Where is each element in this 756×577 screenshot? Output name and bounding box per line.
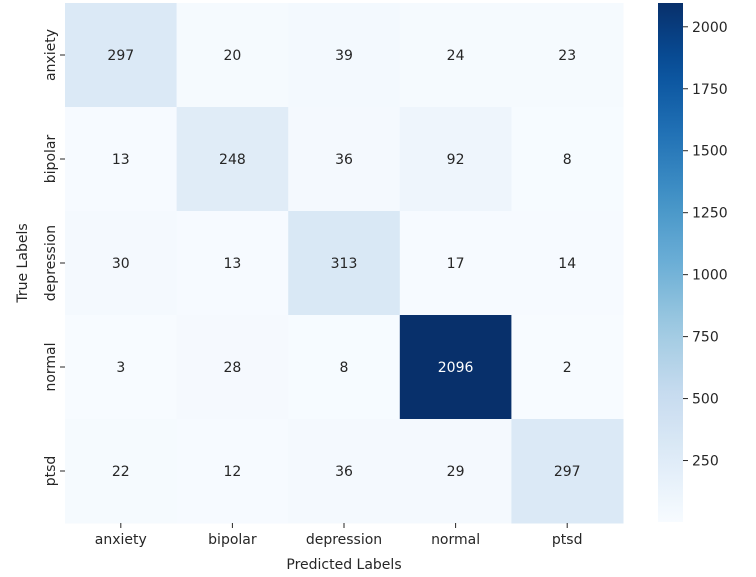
heatmap-cell [511, 107, 624, 212]
heatmap-cell [399, 3, 512, 108]
heatmap-cell [399, 211, 512, 316]
cell-value-label: 14 [558, 256, 576, 272]
heatmap-cell [511, 211, 624, 316]
cell-value-label: 12 [223, 464, 241, 480]
colorbar-tick-label: 1500 [692, 144, 728, 160]
heatmap-cell [176, 315, 289, 420]
heatmap-cell [288, 419, 401, 524]
cell-value-label: 2 [563, 360, 572, 376]
x-tick-label: anxiety [95, 532, 147, 548]
x-tick-label: depression [306, 532, 382, 548]
cell-value-label: 17 [447, 256, 465, 272]
heatmap-cell [399, 419, 512, 524]
colorbar-tick-label: 500 [692, 392, 719, 408]
cell-value-label: 20 [223, 48, 241, 64]
cell-value-label: 24 [447, 48, 465, 64]
heatmap-cell [176, 107, 289, 212]
colorbar: 250 500 750 1000 1250 1500 1750 2000 [658, 3, 728, 522]
colorbar-tick-label: 1250 [692, 206, 728, 222]
y-axis-label: True Labels [15, 223, 31, 303]
x-axis-label: Predicted Labels [286, 557, 401, 573]
y-tick-label: bipolar [43, 135, 59, 184]
heatmap-cell [176, 211, 289, 316]
cell-value-label: 3 [116, 360, 125, 376]
cell-value-label: 22 [112, 464, 130, 480]
heatmap-cell [288, 107, 401, 212]
colorbar-gradient [658, 3, 683, 522]
cell-value-label: 313 [331, 256, 358, 272]
y-tick-label: ptsd [43, 456, 59, 487]
heatmap-cell [511, 3, 624, 108]
x-tick-label: bipolar [208, 532, 257, 548]
cell-value-label: 8 [340, 360, 349, 376]
heatmap-cell [65, 315, 178, 420]
colorbar-tick-label: 2000 [692, 20, 728, 36]
cell-value-label: 29 [447, 464, 465, 480]
colorbar-tick-label: 1750 [692, 82, 728, 98]
x-tick-label: normal [431, 532, 480, 548]
cell-value-label: 2096 [438, 360, 474, 376]
heatmap-cell [65, 211, 178, 316]
cell-value-label: 13 [112, 152, 130, 168]
y-tick-label: anxiety [43, 29, 59, 81]
x-axis-ticks: anxiety bipolar depression normal ptsd [95, 523, 583, 548]
heatmap-cell [288, 315, 401, 420]
cell-value-label: 39 [335, 48, 353, 64]
heatmap-cell [288, 3, 401, 108]
cell-value-label: 8 [563, 152, 572, 168]
cell-value-label: 36 [335, 152, 353, 168]
cell-value-label: 23 [558, 48, 576, 64]
cell-value-label: 28 [223, 360, 241, 376]
cell-value-label: 92 [447, 152, 465, 168]
y-axis-ticks: anxiety bipolar depression normal ptsd [43, 29, 65, 486]
cell-value-label: 297 [107, 48, 134, 64]
heatmap-cell [176, 3, 289, 108]
heatmap-cell [65, 107, 178, 212]
x-tick-label: ptsd [552, 532, 583, 548]
colorbar-tick-label: 750 [692, 330, 719, 346]
y-tick-label: normal [43, 342, 59, 391]
colorbar-tick-label: 250 [692, 454, 719, 470]
heatmap-cell [65, 3, 178, 108]
cell-value-label: 248 [219, 152, 246, 168]
colorbar-tick-label: 1000 [692, 268, 728, 284]
cell-value-label: 297 [554, 464, 581, 480]
cell-value-label: 36 [335, 464, 353, 480]
y-tick-label: depression [43, 225, 59, 301]
heatmap-cell [399, 107, 512, 212]
heatmap-cell [511, 419, 624, 524]
heatmap-cell [65, 419, 178, 524]
cell-value-label: 30 [112, 256, 130, 272]
cell-value-label: 13 [223, 256, 241, 272]
heatmap-cells: 297 20 39 24 23 13 248 36 92 8 30 13 313 17 14 3 28 8 2096… [65, 3, 624, 524]
heatmap-cell [399, 315, 512, 420]
heatmap-cell [176, 419, 289, 524]
heatmap-cell [511, 315, 624, 420]
heatmap-cell [288, 211, 401, 316]
